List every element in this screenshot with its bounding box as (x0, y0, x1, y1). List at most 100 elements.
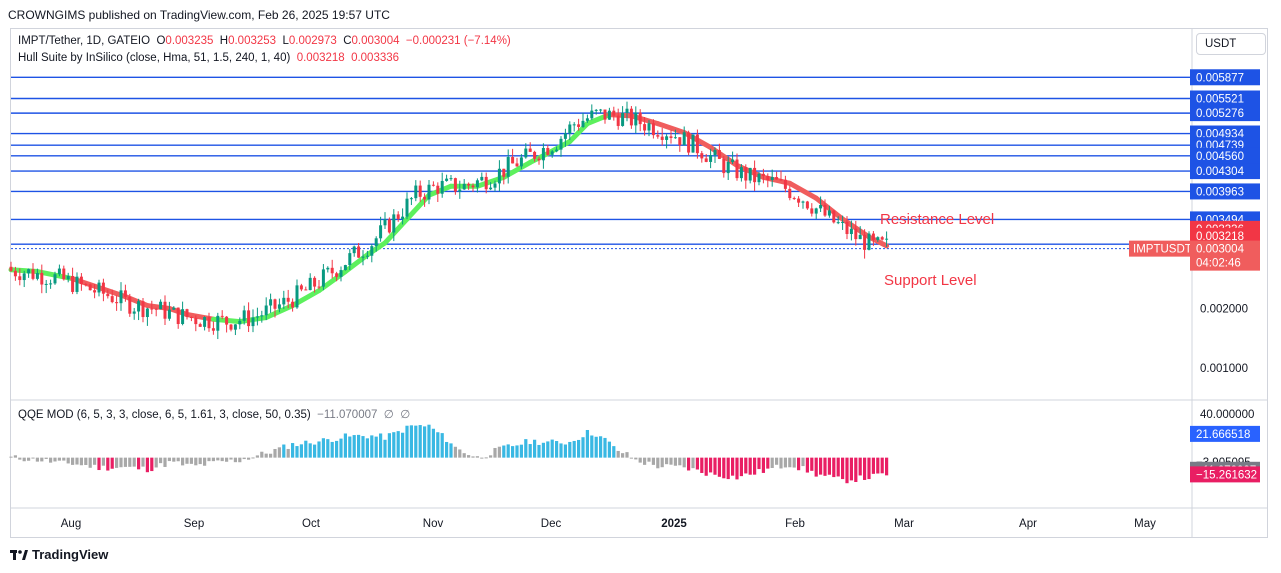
candle-body (84, 284, 88, 286)
qqe-bar (233, 457, 237, 463)
qqe-bar (801, 457, 805, 467)
candle-body (299, 285, 303, 290)
candle-body (229, 324, 233, 330)
candle-body (541, 147, 545, 161)
qqe-bar (563, 444, 567, 458)
level-tag-label: 0.003963 (1196, 186, 1244, 198)
candle-body (832, 210, 836, 223)
hull-segment (655, 121, 687, 136)
candle-body (242, 310, 246, 321)
qqe-bar (225, 457, 229, 462)
qqe-bar (643, 457, 647, 465)
footer-brand: TradingView (10, 547, 108, 562)
currency-selector[interactable]: USDT (1196, 33, 1266, 55)
qqe-bar (607, 441, 611, 458)
qqe-bar (352, 435, 356, 458)
candle-body (159, 301, 163, 310)
candle-body (255, 316, 259, 318)
candle-body (335, 273, 339, 277)
candle-body (66, 275, 70, 280)
qqe-bar (585, 429, 589, 458)
candle-body (22, 273, 26, 281)
candle-body (805, 201, 809, 209)
chart-frame[interactable] (10, 28, 1268, 538)
qqe-value-1: −11.070007 (317, 409, 378, 421)
candle-body (176, 307, 180, 325)
qqe-bar (471, 456, 475, 458)
qqe-bar (66, 457, 70, 464)
level-tag (1190, 183, 1260, 200)
qqe-bar (18, 457, 22, 460)
qqe-bar (823, 457, 827, 476)
candle-body (612, 110, 616, 116)
candle-body (533, 151, 537, 159)
qqe-bar (616, 450, 620, 458)
qqe-bar (299, 444, 303, 458)
qqe-bar (555, 441, 559, 458)
qqe-bar (251, 457, 255, 459)
candle-body (528, 148, 532, 152)
qqe-bar (242, 457, 246, 460)
qqe-bar (282, 444, 286, 458)
candle-body (269, 299, 273, 306)
level-tag (1190, 163, 1260, 180)
time-tick-label: May (1134, 518, 1156, 530)
qqe-bar (541, 442, 545, 458)
qqe-bar (876, 457, 880, 474)
qqe-bar (805, 457, 809, 473)
candle-body (788, 188, 792, 199)
qqe-bar (115, 457, 119, 468)
candle-body (53, 274, 57, 284)
candle-body (546, 147, 550, 155)
hull-label: Hull Suite by InSilico (close, Hma, 51, … (18, 52, 291, 64)
candle-body (475, 180, 479, 188)
candle-body (739, 167, 743, 179)
time-tick-label: Nov (423, 518, 444, 530)
candle-body (585, 118, 589, 121)
candle-body (594, 109, 598, 111)
candle-body (128, 296, 132, 314)
qqe-bar (475, 456, 479, 458)
qqe-bar (159, 457, 163, 464)
candle-body (97, 282, 101, 293)
qqe-bar (379, 433, 383, 458)
qqe-bar (497, 446, 501, 458)
candle-body (401, 216, 405, 219)
qqe-bar (181, 457, 185, 466)
hull-legend[interactable]: Hull Suite by InSilico (close, Hma, 51, … (18, 52, 399, 64)
qqe-label: QQE MOD (6, 5, 3, 3, close, 6, 5, 1.61, … (18, 409, 311, 421)
candle-body (555, 149, 559, 152)
hull-value-1: 0.003218 (296, 52, 345, 64)
qqe-bar (687, 457, 691, 471)
candle-body (18, 276, 22, 281)
candle-body (695, 134, 699, 154)
candle-body (673, 137, 677, 139)
symbol-legend[interactable]: IMPT/Tether, 1D, GATEIO O0.003235 H0.003… (18, 35, 511, 47)
candle-body (462, 183, 466, 190)
qqe-bar (198, 457, 202, 465)
qqe-bar (695, 457, 699, 470)
candle-body (194, 317, 198, 325)
qqe-bar (145, 457, 149, 473)
qqe-bar (770, 457, 774, 468)
qqe-bar (559, 443, 563, 458)
candle-body (867, 233, 871, 250)
candle-body (458, 189, 462, 192)
candle-body (203, 317, 207, 327)
qqe-bar (660, 457, 664, 468)
candle-body (317, 286, 321, 288)
time-tick-label: Mar (894, 518, 914, 530)
qqe-bar (519, 444, 523, 458)
qqe-bar (621, 453, 625, 458)
qqe-bar (462, 453, 466, 458)
candle-body (493, 183, 497, 188)
candle-body (137, 301, 141, 312)
candle-body (880, 237, 884, 240)
candle-body (436, 185, 440, 194)
qqe-legend[interactable]: QQE MOD (6, 5, 3, 3, close, 6, 5, 1.61, … (18, 407, 410, 421)
candle-body (599, 109, 603, 111)
candle-body (273, 299, 277, 309)
qqe-bar (9, 456, 13, 458)
qqe-bar (612, 446, 616, 458)
